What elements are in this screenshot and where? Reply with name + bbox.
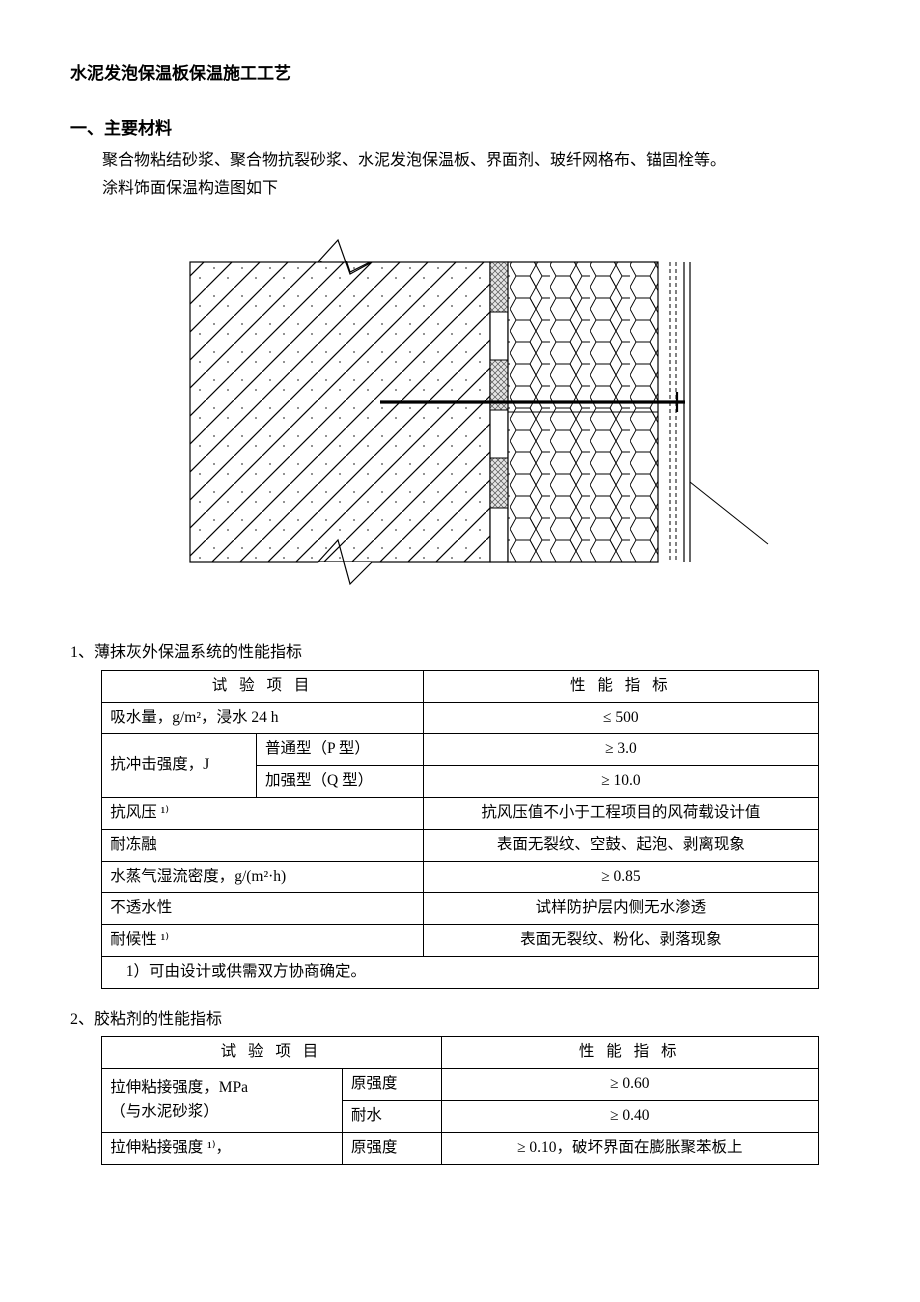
cell: 不透水性 [102,893,424,925]
cell: ≥ 0.40 [441,1100,818,1132]
para-materials: 聚合物粘结砂浆、聚合物抗裂砂浆、水泥发泡保温板、界面剂、玻纤网格布、锚固栓等。 [70,148,850,174]
cell: 耐冻融 [102,829,424,861]
cell: 抗风压 ¹⁾ [102,797,424,829]
para-diagram-intro: 涂料饰面保温构造图如下 [70,176,850,202]
cell: 耐候性 ¹⁾ [102,925,424,957]
cell: ≥ 0.60 [441,1069,818,1101]
table-adhesive-performance: 试 验 项 目 性 能 指 标 拉伸粘接强度，MPa （与水泥砂浆） 原强度 ≥… [101,1036,819,1164]
th-right: 性 能 指 标 [423,670,818,702]
table-row: 试 验 项 目 性 能 指 标 [102,670,819,702]
cell: 水蒸气湿流密度，g/(m²·h) [102,861,424,893]
table-row: 耐候性 ¹⁾ 表面无裂纹、粉化、剥落现象 [102,925,819,957]
footnote-cell: 1）可由设计或供需双方协商确定。 [102,956,819,988]
cell: ≥ 0.10，破坏界面在膨胀聚苯板上 [441,1132,818,1164]
table-row: 拉伸粘接强度，MPa （与水泥砂浆） 原强度 ≥ 0.60 [102,1069,819,1101]
th-left: 试 验 项 目 [102,670,424,702]
cell: 原强度 [342,1132,441,1164]
table1-caption: 1、薄抹灰外保温系统的性能指标 [70,640,850,666]
doc-title: 水泥发泡保温板保温施工工艺 [70,60,850,87]
table2-caption: 2、胶粘剂的性能指标 [70,1007,850,1033]
cell: 表面无裂纹、粉化、剥落现象 [423,925,818,957]
table-row: 拉伸粘接强度 ¹⁾， 原强度 ≥ 0.10，破坏界面在膨胀聚苯板上 [102,1132,819,1164]
table-performance-system: 试 验 项 目 性 能 指 标 吸水量，g/m²，浸水 24 h ≤ 500 抗… [101,670,819,989]
cell: 加强型（Q 型） [257,766,424,798]
section-1-head: 一、主要材料 [70,115,850,142]
table-row: 耐冻融 表面无裂纹、空鼓、起泡、剥离现象 [102,829,819,861]
cell: ≥ 3.0 [423,734,818,766]
cell: 耐水 [342,1100,441,1132]
table-row: 不透水性 试样防护层内侧无水渗透 [102,893,819,925]
cell: 普通型（P 型） [257,734,424,766]
table-row: 抗风压 ¹⁾ 抗风压值不小于工程项目的风荷载设计值 [102,797,819,829]
cell: ≥ 0.85 [423,861,818,893]
th-left: 试 验 项 目 [102,1037,441,1069]
table-row: 吸水量，g/m²，浸水 24 h ≤ 500 [102,702,819,734]
table-row: 抗冲击强度，J 普通型（P 型） ≥ 3.0 [102,734,819,766]
cell: 拉伸粘接强度，MPa （与水泥砂浆） [102,1069,343,1133]
table-row: 试 验 项 目 性 能 指 标 [102,1037,819,1069]
cell: ≤ 500 [423,702,818,734]
cell: 抗冲击强度，J [102,734,257,798]
th-right: 性 能 指 标 [441,1037,818,1069]
cell: 原强度 [342,1069,441,1101]
table-row: 水蒸气湿流密度，g/(m²·h) ≥ 0.85 [102,861,819,893]
table-row: 1）可由设计或供需双方协商确定。 [102,956,819,988]
construction-diagram [70,232,850,601]
cell: 表面无裂纹、空鼓、起泡、剥离现象 [423,829,818,861]
cell: 试样防护层内侧无水渗透 [423,893,818,925]
cell: 吸水量，g/m²，浸水 24 h [102,702,424,734]
cell: 抗风压值不小于工程项目的风荷载设计值 [423,797,818,829]
cell: 拉伸粘接强度 ¹⁾， [102,1132,343,1164]
cell: ≥ 10.0 [423,766,818,798]
